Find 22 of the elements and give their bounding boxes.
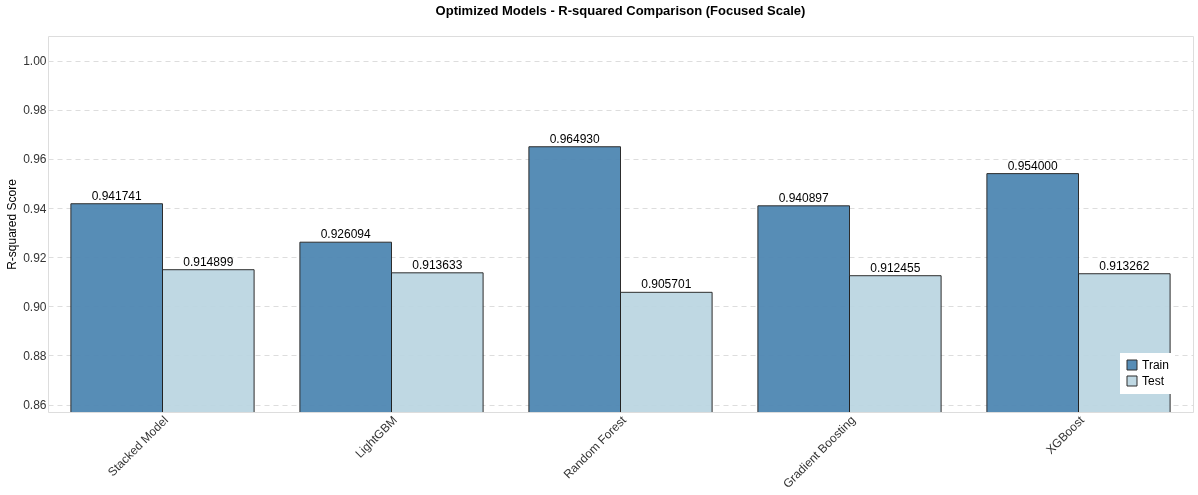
data-label: 0.914899 <box>183 254 234 269</box>
data-label: 0.964930 <box>549 131 601 146</box>
data-label: 0.941741 <box>91 188 143 203</box>
data-label: 0.913262 <box>1099 258 1150 273</box>
y-tick-label: 0.94 <box>23 201 47 216</box>
y-tick-label: 1.00 <box>23 54 47 69</box>
y-tick-label: 0.98 <box>23 103 47 118</box>
data-label: 0.940897 <box>778 190 830 205</box>
data-label: 0.912455 <box>870 260 921 275</box>
y-axis-title: R-squared Score <box>5 178 20 270</box>
data-label: 0.905701 <box>641 277 692 292</box>
data-label: 0.913633 <box>412 257 463 272</box>
legend-label: Train <box>1142 358 1169 372</box>
y-tick-label: 0.86 <box>23 398 47 413</box>
chart-title: Optimized Models - R-squared Comparison (Focused Scale) <box>435 3 806 18</box>
y-tick-label: 0.88 <box>23 348 47 363</box>
data-label: 0.954000 <box>1007 158 1059 173</box>
y-tick-label: 0.96 <box>23 152 47 167</box>
y-tick-label: 0.92 <box>23 250 47 265</box>
y-tick-label: 0.90 <box>23 299 47 314</box>
legend-label: Test <box>1142 374 1165 388</box>
data-label: 0.926094 <box>320 227 372 242</box>
